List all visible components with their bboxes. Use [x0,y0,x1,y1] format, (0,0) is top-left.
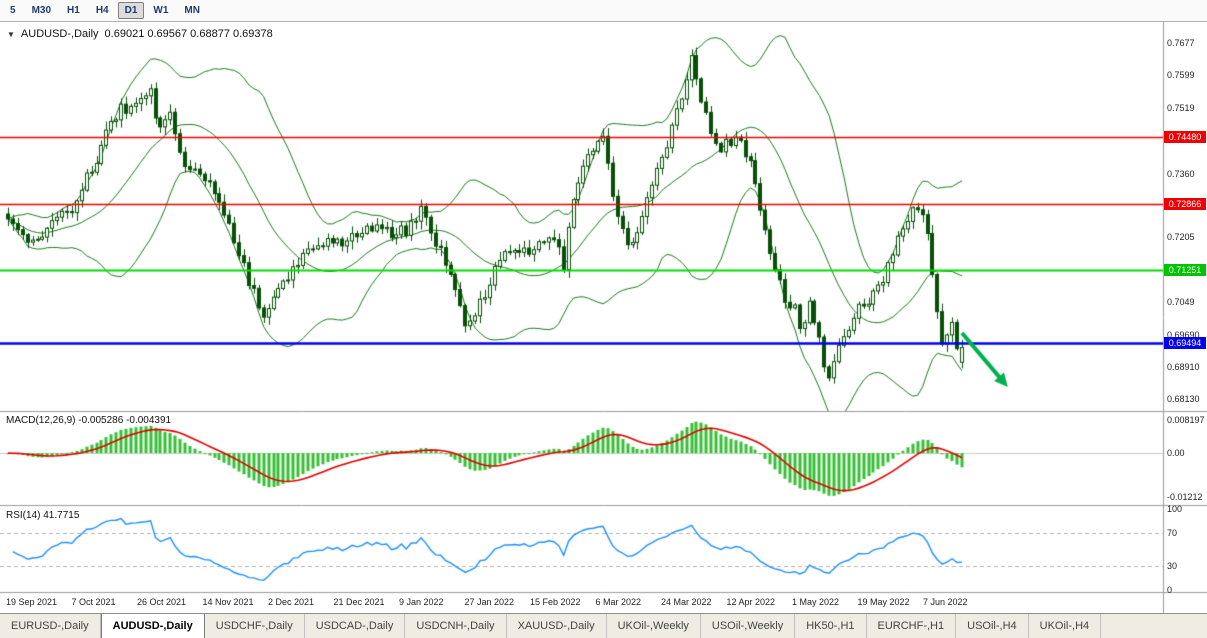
timeframe-button-w1[interactable]: W1 [153,5,169,16]
price-axis-tick-label: 0.7677 [1167,38,1195,48]
symbol-tab-11[interactable]: UKOil-,H4 [1029,614,1102,638]
date-axis-label: 26 Oct 2021 [137,597,187,607]
symbol-tab-7[interactable]: USOil-,Weekly [701,614,796,638]
rsi-axis-label: 100 [1167,504,1183,514]
price-level-badge: 0.74480 [1164,131,1206,144]
chart-surface[interactable] [0,22,1207,613]
symbol-tab-3[interactable]: USDCAD-,Daily [305,614,406,638]
symbol-tab-2[interactable]: USDCHF-,Daily [205,614,305,638]
timeframe-button-mn[interactable]: MN [184,5,200,16]
date-axis-label: 12 Apr 2022 [726,597,776,607]
rsi-indicator-label: RSI(14) 41.7715 [6,510,80,521]
symbol-tab-0[interactable]: EURUSD-,Daily [0,614,101,638]
date-axis-label: 9 Jan 2022 [399,597,444,607]
date-axis-label: 27 Jan 2022 [464,597,515,607]
symbol-tab-bar: EURUSD-,Daily AUDUSD-,Daily USDCHF-,Daily U… [0,613,1207,638]
price-axis-tick-label: 0.7360 [1167,168,1195,179]
timeframe-button-5[interactable]: 5 [10,5,16,16]
macd-indicator-label: MACD(12,26,9) -0.005286 -0.004391 [6,415,172,426]
rsi-axis-label: 30 [1167,561,1178,572]
date-axis-label: 7 Jun 2022 [923,597,968,607]
price-level-badge: 0.69494 [1164,336,1206,349]
timeframe-toolbar: 5 M30 H1 H4 D1 W1 MN [0,0,1207,22]
date-axis-label: 7 Oct 2021 [71,597,116,607]
symbol-label: AUDUSD-,Daily [20,28,99,40]
price-level-badge: 0.71251 [1164,264,1206,277]
date-axis-label: 24 Mar 2022 [661,597,712,607]
date-axis-label: 6 Mar 2022 [595,597,642,607]
macd-axis-label: -0.01212 [1167,492,1203,502]
symbol-tab-1[interactable]: AUDUSD-,Daily [100,614,205,638]
timeframe-button-m30[interactable]: M30 [31,5,52,16]
rsi-axis-label: 0 [1167,585,1173,595]
down-arrow-annotation [955,322,1020,397]
price-axis-tick-label: 0.69690 [1167,329,1200,340]
date-axis-label: 2 Dec 2021 [268,597,315,607]
date-axis-label: 19 May 2022 [857,597,910,607]
timeframe-button-h4[interactable]: H4 [95,5,109,16]
price-axis-tick-label: 0.7205 [1167,232,1195,243]
date-axis-label: 15 Feb 2022 [530,597,581,607]
timeframe-button-d1[interactable]: D1 [117,2,145,19]
date-axis-label: 14 Nov 2021 [202,597,254,607]
symbol-tab-4[interactable]: USDCNH-,Daily [405,614,507,638]
chart-area: ▼ AUDUSD-,Daily 0.69021 0.69567 0.68877 … [0,22,1207,613]
ohlc-values: 0.69021 0.69567 0.68877 0.69378 [104,28,273,40]
date-axis-label: 21 Dec 2021 [333,597,385,607]
macd-axis-label: 0.00 [1167,448,1185,459]
date-axis-label: 19 Sep 2021 [6,597,58,607]
price-level-badge: 0.72866 [1164,197,1206,210]
symbol-tab-8[interactable]: HK50-,H1 [795,614,867,638]
timeframe-button-h1[interactable]: H1 [67,5,80,16]
rsi-axis-label: 70 [1167,527,1178,538]
date-axis-label: 1 May 2022 [792,597,840,607]
macd-axis-label: 0.008197 [1167,415,1205,425]
symbol-tab-6[interactable]: UKOil-,Weekly [607,614,701,638]
price-axis-tick-label: 0.7519 [1167,103,1195,114]
symbol-tab-10[interactable]: USOil-,H4 [956,614,1029,638]
symbol-tab-5[interactable]: XAUUSD-,Daily [507,614,607,638]
price-axis-tick-label: 0.7049 [1167,296,1195,307]
price-axis-tick-label: 0.7599 [1167,70,1195,81]
chart-ohlc-title: ▼ AUDUSD-,Daily 0.69021 0.69567 0.68877 … [7,28,273,40]
symbol-tab-9[interactable]: EURCHF-,H1 [867,614,957,638]
price-axis-tick-label: 0.68910 [1167,361,1200,372]
symbol-dropdown-icon[interactable]: ▼ [7,29,15,39]
price-axis-tick-label: 0.68130 [1167,394,1200,404]
